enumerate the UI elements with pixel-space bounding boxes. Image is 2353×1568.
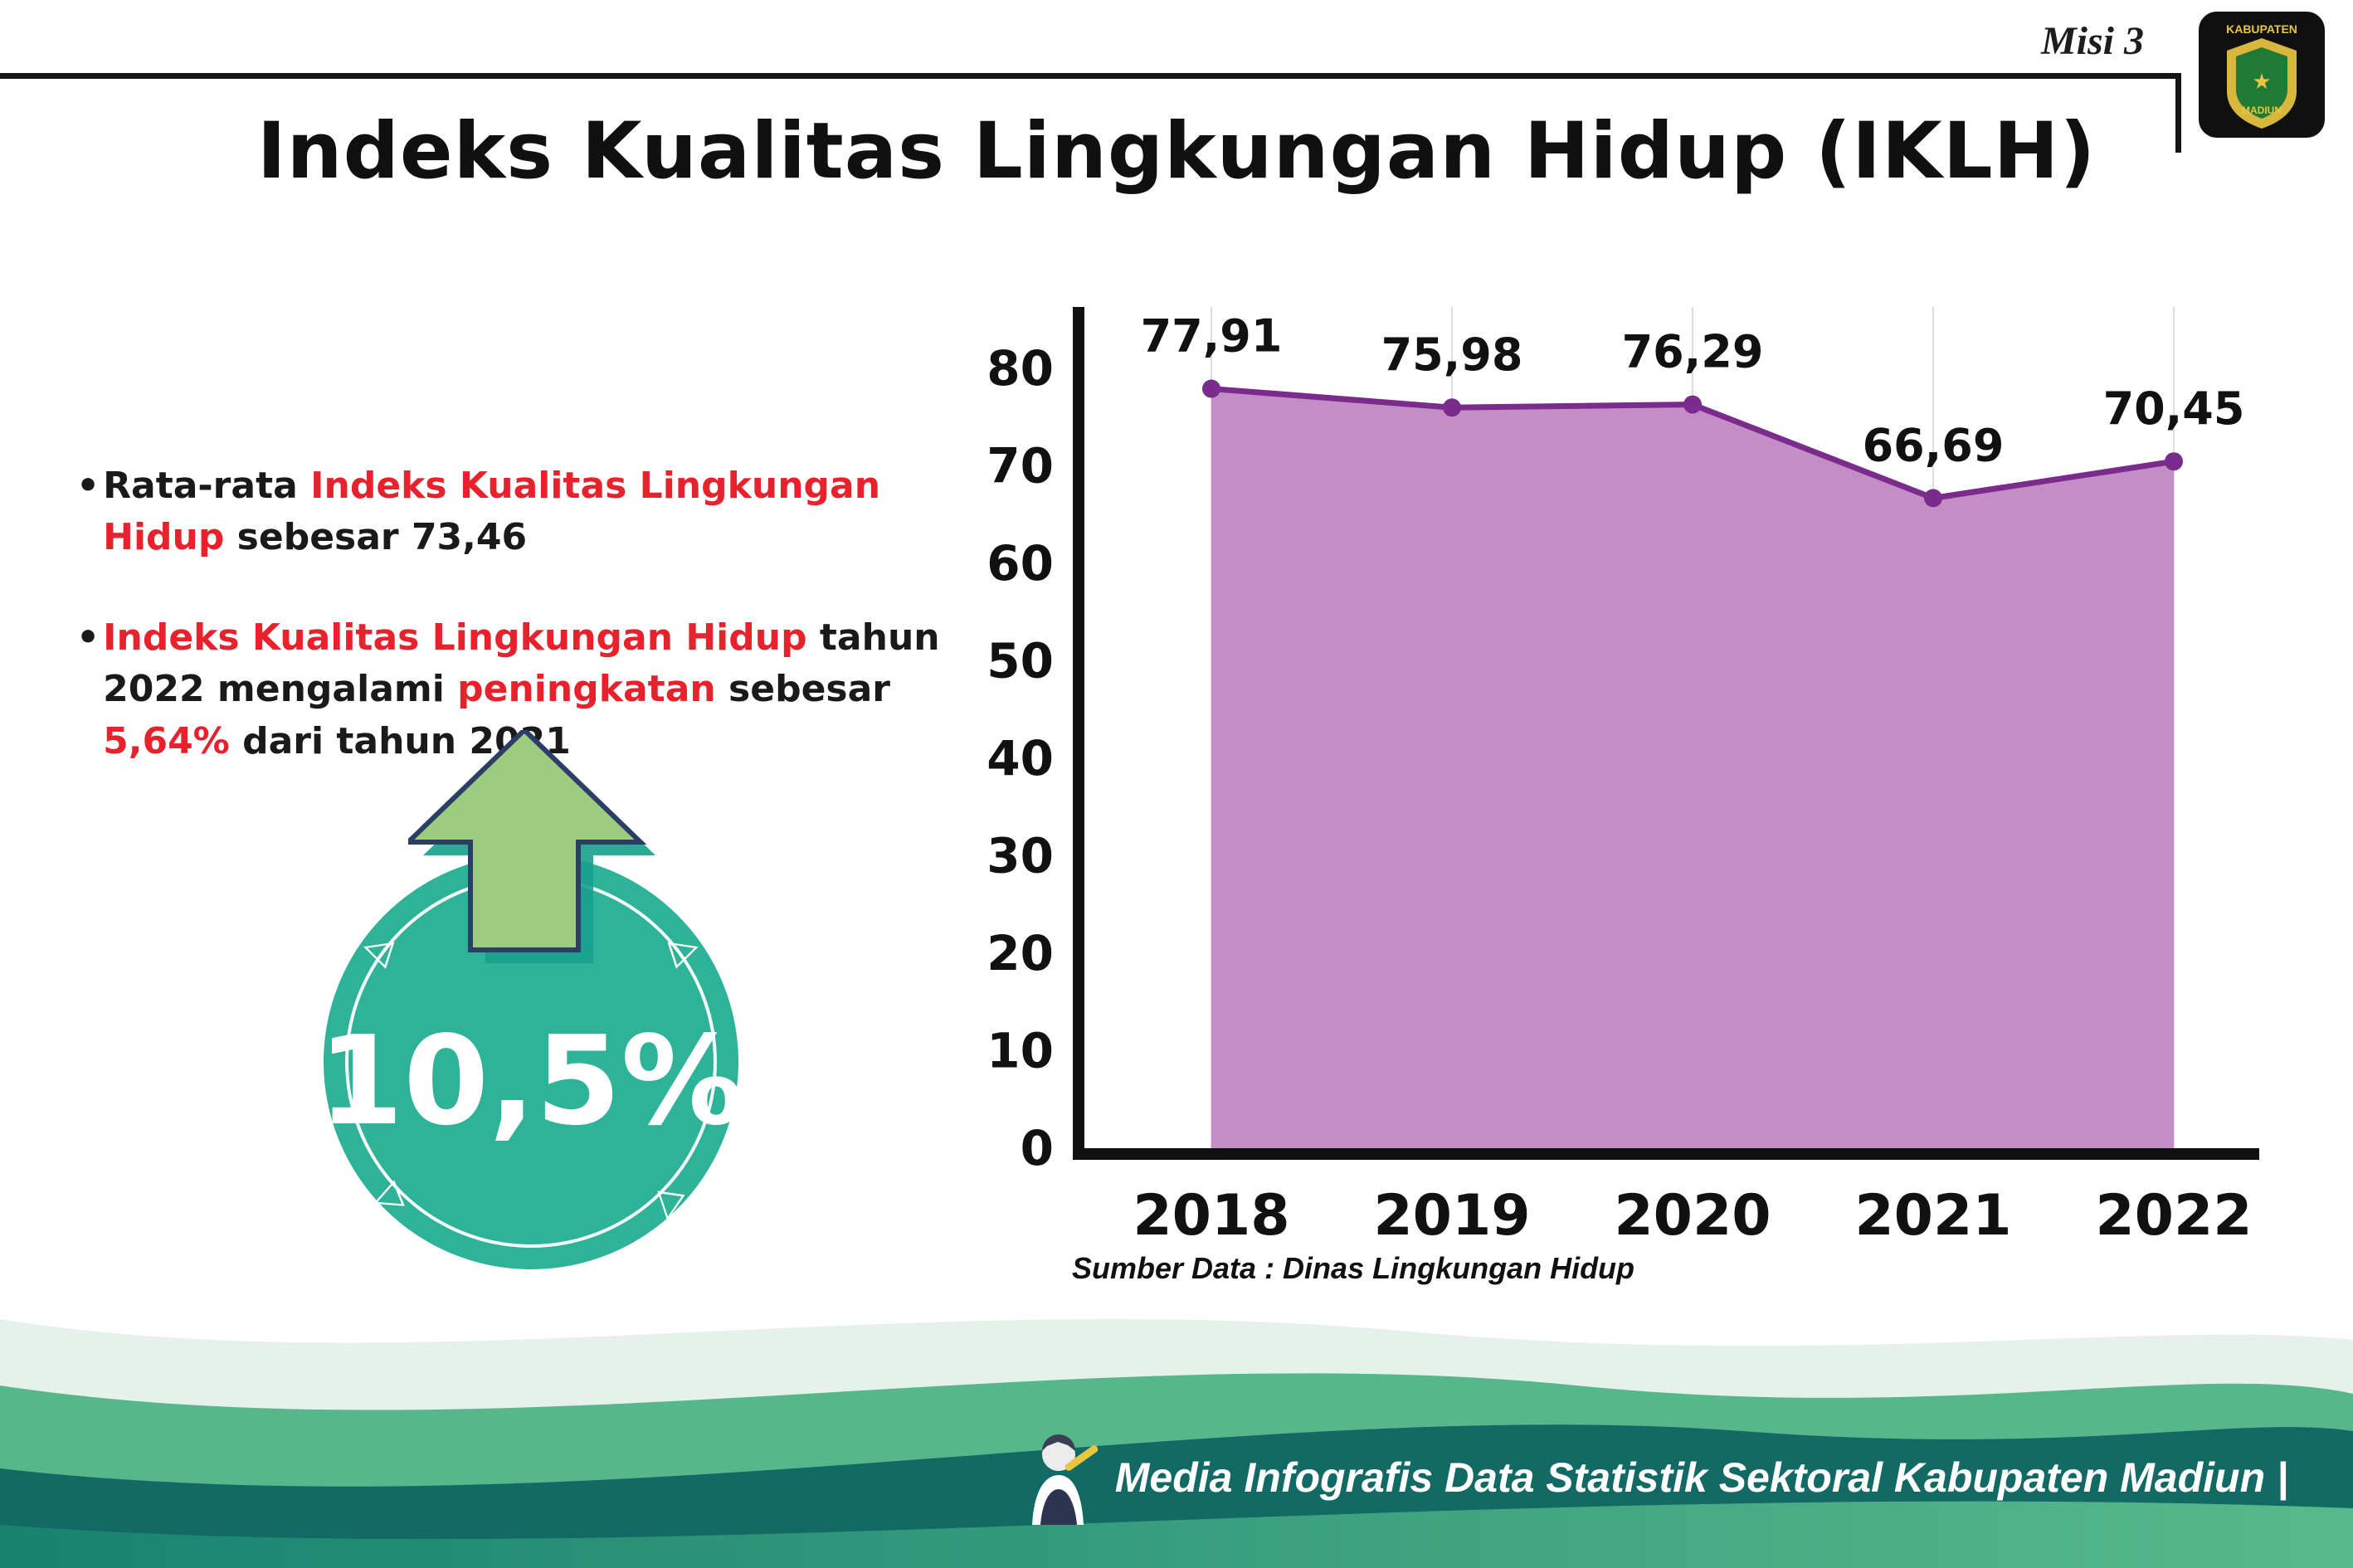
up-arrow-icon (408, 730, 655, 963)
arrow-shape (408, 730, 647, 952)
y-tick-label: 10 (987, 1023, 1054, 1079)
header-divider-corner (2175, 73, 2181, 153)
text-segment: tahun 2022 mengalami (103, 616, 940, 711)
y-tick-label: 70 (987, 438, 1054, 494)
percentage-value: 10,5% (318, 1010, 744, 1152)
footer-wave-gradient (0, 1501, 2353, 1568)
data-label: 77,91 (1141, 310, 1283, 363)
footer-caption-text: Media Infografis Data Statistik Sektoral… (1114, 1454, 2288, 1501)
data-point (1683, 395, 1702, 414)
data-label: 75,98 (1381, 329, 1523, 381)
data-point (1443, 398, 1461, 417)
star-icon: ★ (2252, 69, 2271, 94)
text-segment: sebesar (715, 668, 890, 711)
text-segment-highlight: Indeks Kualitas Lingkungan Hidup (103, 465, 881, 559)
text-segment-highlight: 5,64% (103, 719, 230, 762)
shield-inner (2236, 47, 2287, 119)
x-tick-label: 2019 (1373, 1183, 1530, 1249)
x-tick-label: 2020 (1614, 1183, 1771, 1249)
key-points: • Rata-rata Indeks Kualitas Lingkungan H… (76, 460, 964, 816)
text-segment: Rata-rata (103, 465, 311, 507)
logo-text-bottom: MADIUN (2242, 105, 2282, 116)
y-tick-label: 40 (987, 730, 1054, 786)
area-fill (1211, 388, 2174, 1148)
y-axis (1073, 307, 1084, 1160)
mascot-hair (1041, 1434, 1075, 1451)
footer-waves (0, 1319, 2353, 1568)
bullet-item-average: • Rata-rata Indeks Kualitas Lingkungan H… (76, 460, 964, 564)
data-label: 70,45 (2103, 382, 2245, 435)
increase-badge: ◁ ▷ ◁ ▽ 10,5% (315, 730, 747, 1278)
mascot-head (1041, 1438, 1075, 1471)
bullet-text: Indeks Kualitas Lingkungan Hidup tahun 2… (103, 612, 964, 767)
bullet-item-increase: • Indeks Kualitas Lingkungan Hidup tahun… (76, 612, 964, 767)
bullet-text: Rata-rata Indeks Kualitas Lingkungan Hid… (103, 460, 964, 564)
kabupaten-madiun-logo: KABUPATEN ★ MADIUN (2199, 12, 2325, 138)
text-segment: sebesar 73,46 (224, 516, 528, 559)
text-segment-highlight: Indeks Kualitas Lingkungan Hidup (103, 616, 807, 659)
logo-text-top: KABUPATEN (2226, 22, 2297, 36)
footer-caption: Media Infografis Data Statistik Sektoral… (1016, 1429, 2288, 1525)
text-segment-highlight: peningkatan (457, 668, 716, 711)
mascot-icon (1031, 1434, 1099, 1525)
y-tick-label: 60 (987, 535, 1054, 592)
header-divider (0, 73, 2180, 79)
bullet-dot: • (76, 465, 100, 507)
data-label: 76,29 (1622, 326, 1764, 378)
x-tick-label: 2021 (1854, 1183, 2011, 1249)
data-label: 66,69 (1863, 419, 2005, 471)
x-tick-label: 2018 (1133, 1183, 1289, 1249)
y-tick-label: 20 (987, 925, 1054, 981)
data-point (1924, 489, 1942, 508)
data-point (2165, 452, 2183, 471)
y-tick-label: 50 (987, 633, 1054, 689)
misi-label: Misi 3 (2040, 19, 2144, 63)
mascot-vest (1040, 1489, 1077, 1525)
mascot-pencil (1064, 1445, 1099, 1471)
x-tick-label: 2022 (2095, 1183, 2252, 1249)
x-axis (1073, 1148, 2259, 1160)
page-title: Indeks Kualitas Lingkungan Hidup (IKLH) (256, 106, 2097, 197)
data-point (1202, 379, 1220, 398)
kabupaten-madiun-crest-icon: KABUPATEN ★ MADIUN (2199, 12, 2325, 138)
iklh-area-chart: 0 10 20 30 40 50 60 70 80 77,91 75,98 76,29 66,69 70,… (987, 307, 2259, 1249)
chart-source: Sumber Data : Dinas Lingkungan Hidup (1072, 1251, 1635, 1285)
y-tick-label: 0 (1021, 1120, 1054, 1176)
bullet-dot: • (76, 616, 100, 659)
y-tick-label: 30 (987, 828, 1054, 884)
y-tick-label: 80 (987, 340, 1054, 397)
